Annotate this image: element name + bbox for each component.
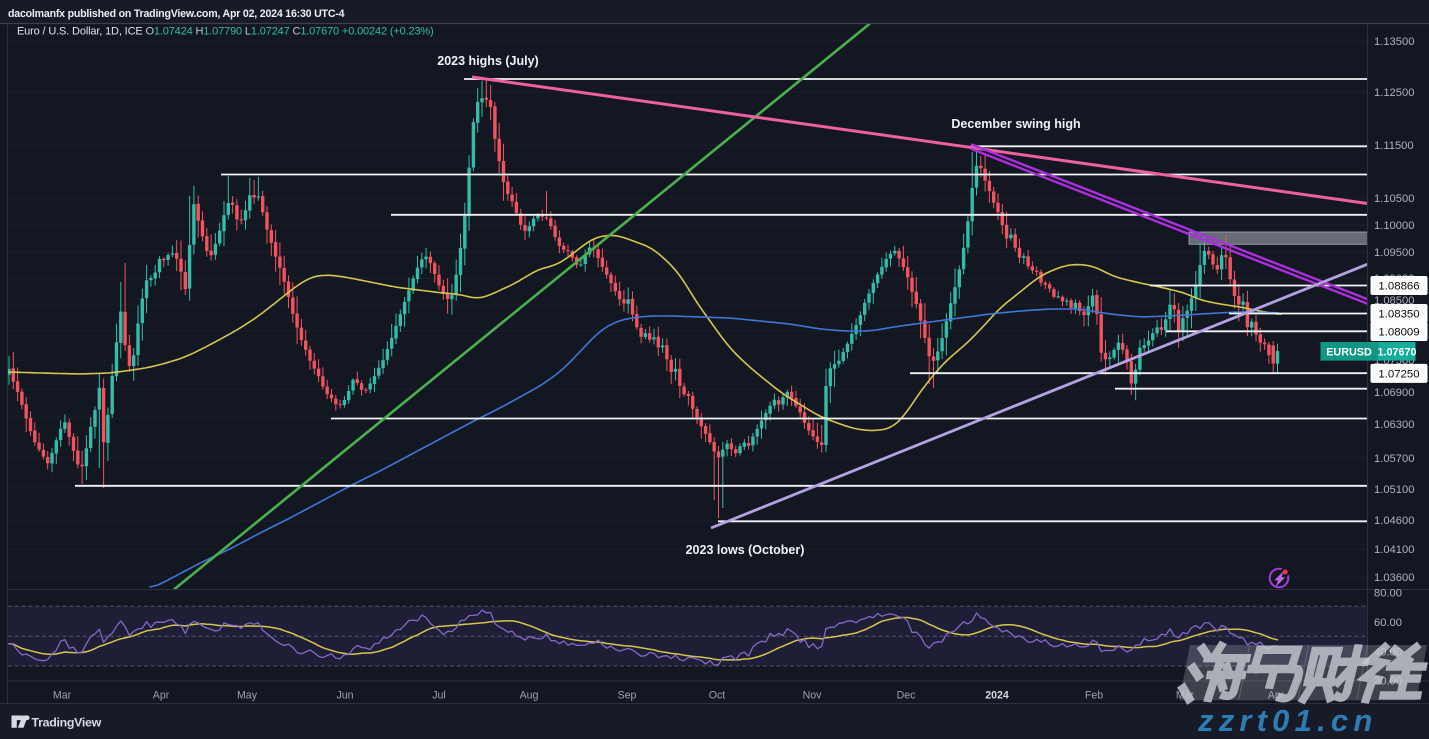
svg-text:1.04100: 1.04100 [1374, 544, 1414, 556]
svg-text:1.06900: 1.06900 [1374, 387, 1414, 399]
svg-text:1.11500: 1.11500 [1374, 140, 1414, 152]
svg-text:Jun: Jun [336, 690, 353, 702]
svg-text:zzrt01.cn: zzrt01.cn [1197, 703, 1377, 738]
svg-text:1.09500: 1.09500 [1374, 247, 1414, 259]
svg-text:1.10500: 1.10500 [1374, 193, 1414, 205]
svg-text:Mar: Mar [53, 690, 72, 702]
svg-text:1.08009: 1.08009 [1378, 327, 1419, 339]
svg-text:1.13500: 1.13500 [1374, 36, 1414, 48]
svg-text:1.08866: 1.08866 [1378, 281, 1419, 293]
svg-text:80.00: 80.00 [1374, 588, 1402, 600]
svg-text:Aug: Aug [520, 690, 539, 702]
svg-text:1.03600: 1.03600 [1374, 572, 1414, 584]
svg-text:2024: 2024 [985, 690, 1009, 702]
svg-text:1.07250: 1.07250 [1378, 369, 1419, 381]
svg-text:1.07670: 1.07670 [1377, 346, 1416, 358]
svg-text:Feb: Feb [1085, 690, 1103, 702]
svg-text:EURUSD: EURUSD [1326, 346, 1372, 358]
svg-text:dacolmanfx published on Tradin: dacolmanfx published on TradingView.com,… [8, 8, 345, 20]
svg-text:TradingView: TradingView [32, 716, 102, 730]
svg-text:May: May [237, 690, 258, 702]
svg-text:Apr: Apr [153, 690, 170, 702]
svg-text:1.04600: 1.04600 [1374, 515, 1414, 527]
svg-text:Sep: Sep [618, 690, 637, 702]
svg-text:1.08350: 1.08350 [1378, 309, 1419, 321]
svg-text:1.05100: 1.05100 [1374, 484, 1414, 496]
svg-text:2023 lows (October): 2023 lows (October) [686, 543, 805, 557]
svg-text:2023 highs (July): 2023 highs (July) [437, 54, 538, 68]
svg-text:Dec: Dec [897, 690, 917, 702]
svg-text:Nov: Nov [803, 690, 823, 702]
svg-text:1.10000: 1.10000 [1374, 220, 1414, 232]
svg-text:December swing high: December swing high [951, 117, 1080, 131]
svg-text:Euro / U.S. Dollar, 1D, ICE O1: Euro / U.S. Dollar, 1D, ICE O1.07424 H1.… [17, 26, 434, 38]
svg-text:1.06300: 1.06300 [1374, 419, 1414, 431]
svg-text:60.00: 60.00 [1374, 617, 1402, 629]
svg-text:1.12500: 1.12500 [1374, 87, 1414, 99]
svg-text:1.05700: 1.05700 [1374, 453, 1414, 465]
svg-text:Oct: Oct [709, 690, 726, 702]
svg-text:Jul: Jul [432, 690, 446, 702]
